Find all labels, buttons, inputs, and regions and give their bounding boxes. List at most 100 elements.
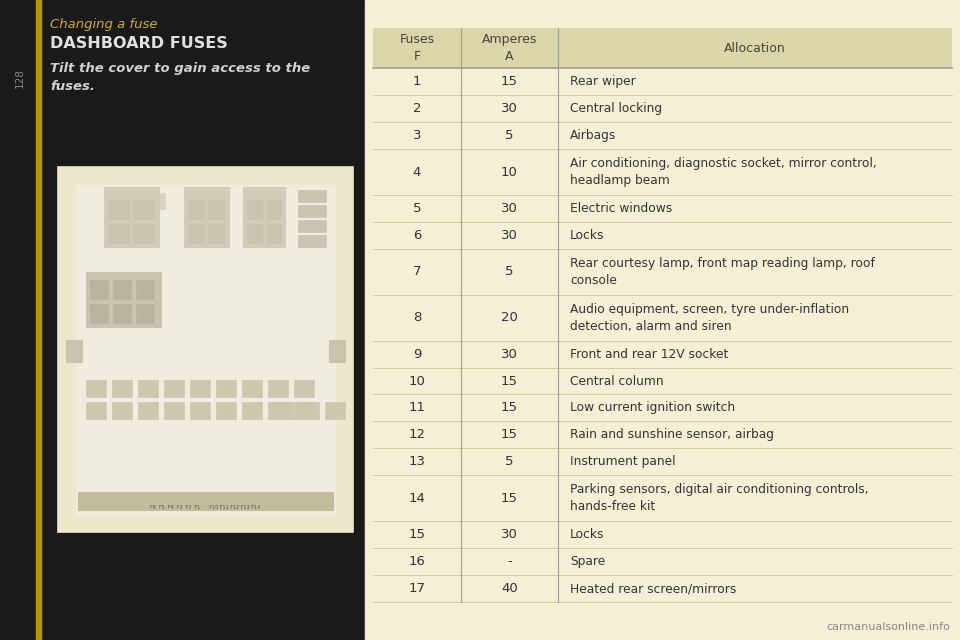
Bar [132,200,154,219]
Text: 128: 128 [15,68,25,88]
Bar [136,304,154,323]
Text: 20: 20 [501,311,518,324]
Bar [373,394,952,422]
Bar [294,402,314,419]
Bar [268,402,288,419]
Bar [207,200,224,219]
Text: Central column: Central column [570,374,663,388]
Text: 10: 10 [409,374,425,388]
Bar [112,402,132,419]
Text: Locks: Locks [570,229,605,242]
Text: 30: 30 [501,229,518,242]
Text: 15: 15 [501,428,518,442]
Bar [273,402,293,419]
Bar [373,28,952,68]
Bar [373,340,952,367]
Text: -: - [507,555,512,568]
Text: 12: 12 [409,428,425,442]
Text: Airbags: Airbags [570,129,616,142]
Text: 5: 5 [505,129,514,142]
Bar [373,249,952,295]
Text: Rear courtesy lamp, front map reading lamp, roof
console: Rear courtesy lamp, front map reading la… [570,257,875,287]
Text: Heated rear screen/mirrors: Heated rear screen/mirrors [570,582,736,595]
Text: F6  F5  F4  F3  F2  F1      F10 F11 F12 F13 F14: F6 F5 F4 F3 F2 F1 F10 F11 F12 F13 F14 [151,505,260,510]
Bar [243,187,284,247]
Bar [373,195,952,222]
Bar [108,200,129,219]
Bar [164,402,184,419]
Bar [373,449,952,476]
Text: 11: 11 [409,401,425,415]
Bar [298,205,326,217]
Text: 9: 9 [413,348,421,360]
Bar [373,476,952,521]
Text: Fuses
F: Fuses F [399,33,435,63]
Bar [108,224,129,243]
Text: DASHBOARD FUSES: DASHBOARD FUSES [50,36,228,51]
Bar [247,224,261,243]
Bar [207,224,224,243]
Text: 5: 5 [505,456,514,468]
Text: 10: 10 [501,166,518,179]
Bar [0,0,365,640]
Bar [294,380,314,397]
Text: 15: 15 [501,374,518,388]
Bar [298,235,326,247]
Text: Locks: Locks [570,528,605,541]
Bar [373,122,952,149]
Text: 5: 5 [413,202,421,215]
Text: 6: 6 [413,229,421,242]
Text: Allocation: Allocation [724,42,786,54]
Bar [268,380,288,397]
Bar [187,200,204,219]
Bar [298,190,326,202]
Text: 15: 15 [501,492,518,505]
Text: Low current ignition switch: Low current ignition switch [570,401,735,415]
Text: 5: 5 [505,266,514,278]
Text: 17: 17 [409,582,425,595]
Bar [325,402,345,419]
Text: 30: 30 [501,348,518,360]
Bar [104,187,158,247]
Bar [365,0,960,640]
Bar [164,380,184,397]
Bar [136,280,154,299]
Text: 30: 30 [501,528,518,541]
Bar [373,521,952,548]
Text: Instrument panel: Instrument panel [570,456,676,468]
Bar [190,380,210,397]
Bar [242,380,262,397]
Bar [113,304,131,323]
Bar [136,193,164,209]
Bar [373,422,952,449]
Text: 1: 1 [413,76,421,88]
Text: Central locking: Central locking [570,102,662,115]
Bar [216,380,236,397]
Text: 40: 40 [501,582,517,595]
Bar [66,339,82,362]
Bar [58,167,353,532]
Text: 15: 15 [501,76,518,88]
Text: Parking sensors, digital air conditioning controls,
hands-free kit: Parking sensors, digital air conditionin… [570,483,869,513]
Text: 2: 2 [413,102,421,115]
Bar [373,68,952,95]
Bar [247,200,261,219]
Text: 4: 4 [413,166,421,179]
Text: carmanualsonline.info: carmanualsonline.info [827,622,950,632]
Text: 30: 30 [501,102,518,115]
Text: Tilt the cover to gain access to the
fuses.: Tilt the cover to gain access to the fus… [50,62,310,93]
Bar [76,185,335,514]
Bar [138,380,158,397]
Bar [86,380,106,397]
Text: Spare: Spare [570,555,605,568]
Bar [187,224,204,243]
Text: Audio equipment, screen, tyre under-inflation
detection, alarm and siren: Audio equipment, screen, tyre under-infl… [570,303,850,333]
Bar [373,222,952,249]
Bar [247,193,275,209]
Bar [299,402,319,419]
Bar [112,380,132,397]
Text: 7: 7 [413,266,421,278]
Text: 15: 15 [409,528,425,541]
Bar [90,304,108,323]
Bar [190,402,210,419]
